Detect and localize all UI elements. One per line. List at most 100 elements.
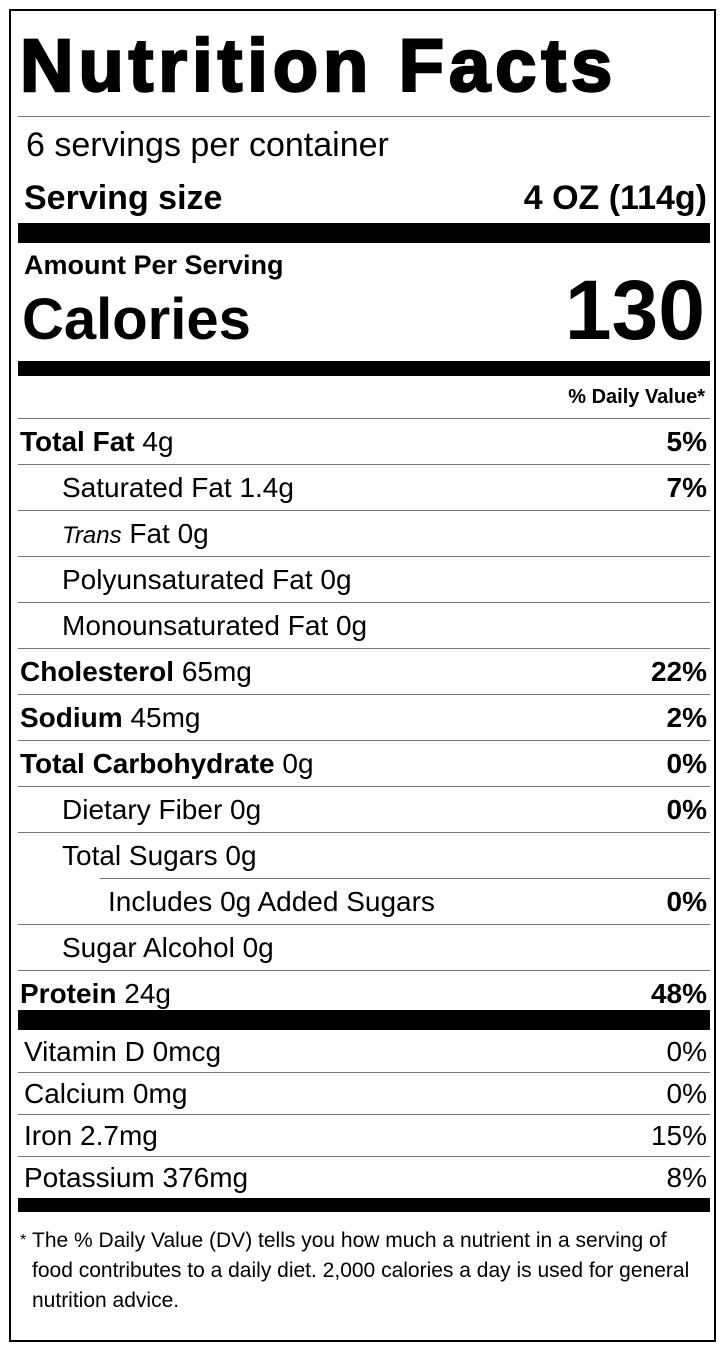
vitamin-amount: 0mg <box>132 1078 188 1109</box>
nutrient-row: Protein 24g 48% <box>0 970 725 1015</box>
nutrient-text: Polyunsaturated Fat 0g <box>62 556 352 604</box>
row-divider <box>18 740 710 741</box>
nutrient-amount: 0g <box>230 794 262 825</box>
title: Nutrition Facts <box>19 23 618 109</box>
row-divider <box>18 464 710 465</box>
nutrient-text: Sugar Alcohol 0g <box>62 924 274 972</box>
medium-bar <box>18 361 710 376</box>
nutrient-name: Monounsaturated Fat <box>62 610 329 641</box>
nutrient-row: Trans Fat 0g <box>0 510 725 556</box>
nutrient-row: Cholesterol 65mg 22% <box>0 648 725 694</box>
vitamin-text: Calcium 0mg <box>24 1072 187 1116</box>
vitamin-amount: 2.7mg <box>80 1120 158 1151</box>
nutrient-text: Cholesterol 65mg <box>20 648 252 696</box>
nutrient-amount: 1.4g <box>239 472 294 503</box>
nutrient-row: Sugar Alcohol 0g <box>0 924 725 970</box>
nutrient-name: Sugar Alcohol <box>62 932 235 963</box>
nutrient-row: Saturated Fat 1.4g 7% <box>0 464 725 510</box>
nutrient-name: Includes 0g Added Sugars <box>108 886 435 917</box>
daily-value: 22% <box>650 656 707 687</box>
vitamin-text: Iron 2.7mg <box>24 1114 158 1158</box>
nutrient-prefix: Trans <box>62 522 122 549</box>
nutrient-row: Dietary Fiber 0g 0% <box>0 786 725 832</box>
thick-bar <box>18 223 710 243</box>
daily-value: 7% <box>666 472 707 503</box>
vitamin-row: Iron 2.7mg 15% <box>0 1114 725 1156</box>
servings: 6 servings per container <box>26 126 389 164</box>
nutrient-name: Sodium <box>20 702 123 733</box>
vitamin-row: Vitamin D 0mcg 0% <box>0 1030 725 1072</box>
daily-value: 0% <box>666 748 707 779</box>
nutrient-amount: 65mg <box>181 656 252 687</box>
nutrient-text: Protein 24g <box>20 970 171 1017</box>
daily-value: 8% <box>666 1162 707 1193</box>
vitamin-text: Vitamin D 0mcg <box>24 1030 221 1074</box>
nutrient-name: Total Fat <box>20 426 135 457</box>
nutrient-text: Total Sugars 0g <box>62 832 257 880</box>
row-divider <box>18 924 710 925</box>
nutrient-amount: 0g <box>282 748 314 779</box>
vitamin-name: Vitamin D <box>24 1036 145 1067</box>
row-divider <box>18 648 710 649</box>
nutrient-text: Total Fat 4g <box>20 418 174 466</box>
row-divider <box>18 970 710 971</box>
vitamin-amount: 0mcg <box>152 1036 222 1067</box>
nutrient-text: Total Carbohydrate 0g <box>20 740 314 788</box>
vitamin-row: Calcium 0mg 0% <box>0 1072 725 1114</box>
daily-value: 15% <box>650 1120 707 1151</box>
nutrient-text: Saturated Fat 1.4g <box>62 464 294 512</box>
footnote-text: The % Daily Value (DV) tells you how muc… <box>32 1229 690 1312</box>
nutrient-row: Includes 0g Added Sugars 0% <box>0 878 725 924</box>
nutrient-name: Cholesterol <box>20 656 175 687</box>
daily-value: 5% <box>666 426 707 457</box>
nutrient-text: Monounsaturated Fat 0g <box>62 602 367 650</box>
nutrient-name: Polyunsaturated Fat <box>62 564 313 595</box>
medium-bar <box>18 1198 710 1212</box>
nutrient-row: Total Carbohydrate 0g 0% <box>0 740 725 786</box>
nutrient-name: Total Carbohydrate <box>20 748 275 779</box>
nutrient-name: Dietary Fiber <box>62 794 223 825</box>
row-divider <box>18 1156 710 1157</box>
vitamin-name: Calcium <box>24 1078 126 1109</box>
daily-value-header: % Daily Value* <box>568 386 705 408</box>
nutrient-row: Total Fat 4g 5% <box>0 418 725 464</box>
nutrient-row: Total Sugars 0g <box>0 832 725 878</box>
vitamin-name: Iron <box>24 1120 73 1151</box>
amount-per-serving: Amount Per Serving <box>24 250 284 280</box>
nutrient-name: Fat <box>129 518 170 549</box>
nutrient-amount: 4g <box>142 426 174 457</box>
calories-value: 130 <box>564 263 705 357</box>
row-divider <box>18 556 710 557</box>
calories-label: Calories <box>22 287 251 352</box>
row-divider <box>18 418 710 419</box>
nutrient-amount: 0g <box>225 840 257 871</box>
vitamin-amount: 376mg <box>162 1162 249 1193</box>
row-divider <box>18 1072 710 1073</box>
row-divider <box>18 510 710 511</box>
row-divider <box>18 1114 710 1115</box>
nutrient-text: Sodium 45mg <box>20 694 201 742</box>
vitamin-row: Potassium 376mg 8% <box>0 1156 725 1198</box>
nutrient-text: Trans Fat 0g <box>62 510 209 560</box>
daily-value: 0% <box>666 1078 707 1109</box>
vitamin-name: Potassium <box>24 1162 155 1193</box>
nutrient-amount: 0g <box>335 610 368 641</box>
serving-size-label: Serving size <box>24 179 223 217</box>
thick-bar <box>18 1010 710 1030</box>
nutrient-text: Includes 0g Added Sugars <box>108 878 435 926</box>
nutrient-amount: 24g <box>124 978 171 1009</box>
nutrient-name: Total Sugars <box>62 840 218 871</box>
nutrient-amount: 0g <box>177 518 209 549</box>
row-divider <box>18 786 710 787</box>
nutrient-row: Monounsaturated Fat 0g <box>0 602 725 648</box>
row-divider <box>18 602 710 603</box>
row-divider <box>18 694 710 695</box>
daily-value: 2% <box>666 702 707 733</box>
vitamin-text: Potassium 376mg <box>24 1156 248 1200</box>
nutrient-name: Saturated Fat <box>62 472 232 503</box>
row-divider <box>18 832 710 833</box>
nutrient-amount: 0g <box>320 564 352 595</box>
footnote-marker: * <box>20 1232 27 1249</box>
daily-value: 0% <box>666 794 707 825</box>
